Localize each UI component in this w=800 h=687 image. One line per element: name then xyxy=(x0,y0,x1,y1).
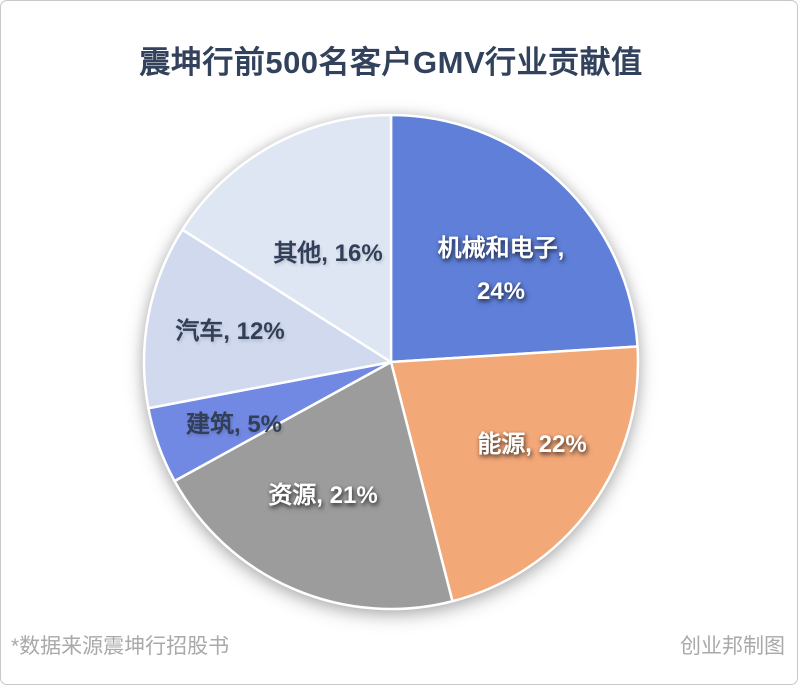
pie-slice-energy xyxy=(389,345,640,603)
chart-title: 震坤行前500名客户GMV行业贡献值 xyxy=(139,45,643,80)
slice-label-automotive: 汽车, 12% xyxy=(175,317,284,345)
pie-slice-machinery-electronics xyxy=(389,113,639,364)
pie-slice-automotive xyxy=(142,228,393,410)
slice-label-machinery-electronics: 机械和电子, 24% xyxy=(438,235,565,305)
source-note: *数据来源震坤行招股书 xyxy=(11,635,230,658)
credit-note: 创业邦制图 xyxy=(680,635,785,658)
pie-group xyxy=(142,113,640,611)
pie-slice-resources xyxy=(173,360,454,611)
slice-label-others: 其他, 16% xyxy=(273,240,382,267)
slice-label-energy: 能源, 22% xyxy=(477,430,586,458)
slice-label-construction: 建筑, 5% xyxy=(186,410,282,438)
pie-slice-others xyxy=(181,113,393,364)
slice-label-resources: 资源, 21% xyxy=(268,482,377,509)
